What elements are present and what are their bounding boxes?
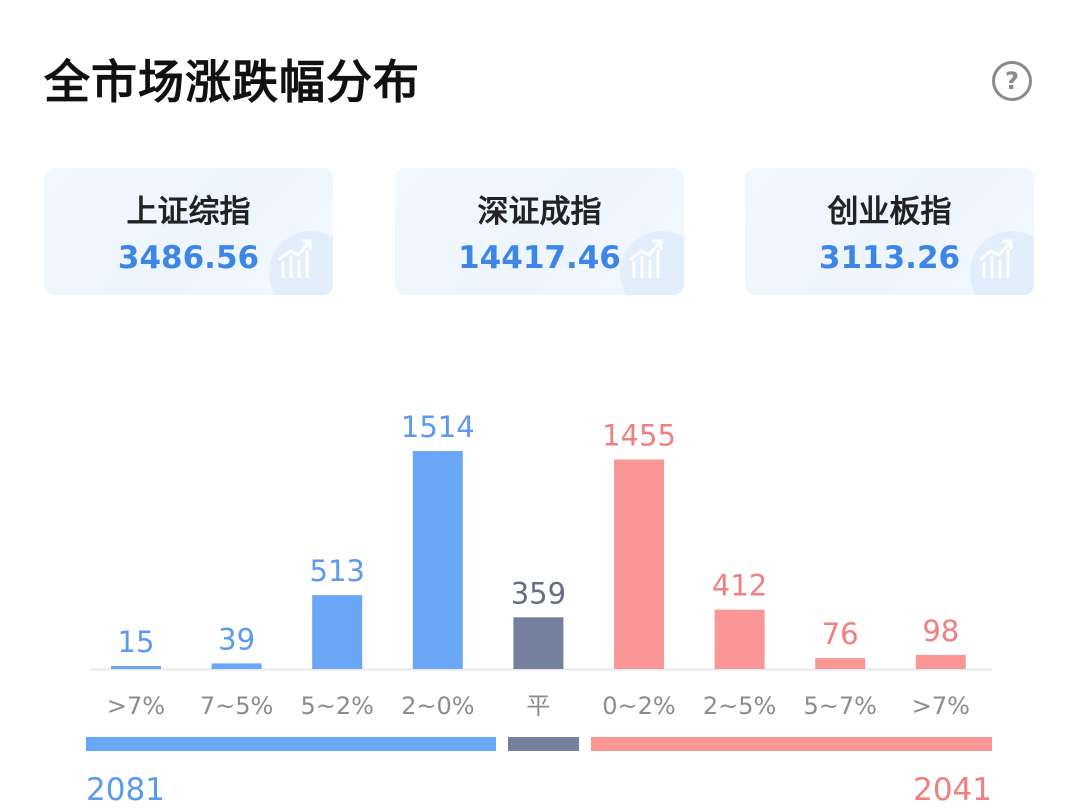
page-title: 全市场涨跌幅分布 <box>44 55 420 109</box>
up-total-label: 2041 <box>913 772 992 808</box>
index-value: 3113.26 <box>818 240 961 276</box>
index-card-shenzhen[interactable]: 深证成指 14417.46 <box>395 168 684 295</box>
category-label: 5~2% <box>300 692 373 720</box>
index-card-shanghai[interactable]: 上证综指 3486.56 <box>44 168 333 295</box>
bar-value-label: 15 <box>118 625 155 659</box>
trend-chart-icon <box>970 231 1034 295</box>
index-name: 创业板指 <box>827 194 952 230</box>
bar-down-0 <box>111 666 161 669</box>
index-value: 3486.56 <box>117 240 260 276</box>
bar-down-3 <box>412 451 463 669</box>
bar-value-label: 513 <box>310 554 365 588</box>
flat-group-band <box>508 737 579 751</box>
bar-value-label: 98 <box>922 614 959 648</box>
bar-value-label: 359 <box>511 576 566 610</box>
bar-value-label: 39 <box>218 622 255 656</box>
category-label: 7~5% <box>200 692 273 720</box>
bar-value-label: 1514 <box>401 410 475 444</box>
bar-up-6 <box>714 609 765 669</box>
bar-down-2 <box>312 595 363 669</box>
down-total-label: 2081 <box>86 772 165 808</box>
bar-up-8 <box>915 654 966 669</box>
trend-chart-icon <box>269 231 333 295</box>
bar-value-label: 1455 <box>602 418 676 452</box>
category-label: 2~5% <box>703 692 776 720</box>
bar-up-5 <box>614 459 664 669</box>
category-label: >7% <box>912 692 970 720</box>
category-label: >7% <box>107 692 165 720</box>
trend-chart-icon <box>620 231 684 295</box>
question-circle-icon[interactable]: ? <box>992 61 1032 101</box>
index-name: 上证综指 <box>126 194 251 230</box>
category-label: 0~2% <box>602 692 675 720</box>
category-label: 2~0% <box>401 692 474 720</box>
index-value: 14417.46 <box>458 240 621 276</box>
category-label: 平 <box>526 692 550 720</box>
down-group-band <box>86 737 496 751</box>
bar-value-label: 76 <box>822 617 859 651</box>
index-cards: 上证综指 3486.56 深证成指 14417.46 <box>44 168 1034 295</box>
category-label: 5~7% <box>803 692 876 720</box>
bar-flat-4 <box>513 617 564 669</box>
bar-value-label: 412 <box>712 569 767 603</box>
index-card-chinext[interactable]: 创业板指 3113.26 <box>745 168 1034 295</box>
distribution-chart: 15 >7% 39 7~5% 513 5~2% 1514 2~0% 359 平 1455 0~2% 41… <box>86 410 992 751</box>
bar-down-1 <box>211 663 262 669</box>
bar-up-7 <box>815 658 866 669</box>
index-name: 深证成指 <box>477 194 602 230</box>
up-group-band <box>591 737 992 751</box>
